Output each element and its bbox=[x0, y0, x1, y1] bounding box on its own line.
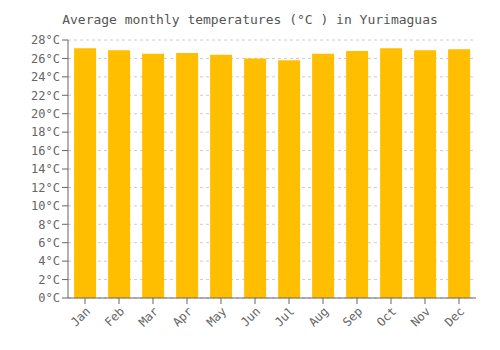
svg-text:Aug: Aug bbox=[306, 304, 331, 329]
svg-text:24°C: 24°C bbox=[31, 70, 60, 84]
svg-text:14°C: 14°C bbox=[31, 162, 60, 176]
svg-text:Apr: Apr bbox=[170, 304, 195, 329]
svg-text:18°C: 18°C bbox=[31, 125, 60, 139]
svg-text:Dec: Dec bbox=[442, 304, 467, 329]
svg-text:2°C: 2°C bbox=[38, 273, 60, 287]
svg-text:Feb: Feb bbox=[102, 304, 127, 329]
svg-text:Jun: Jun bbox=[238, 304, 263, 329]
svg-text:26°C: 26°C bbox=[31, 52, 60, 66]
svg-text:16°C: 16°C bbox=[31, 144, 60, 158]
svg-text:28°C: 28°C bbox=[31, 33, 60, 47]
svg-text:Jan: Jan bbox=[68, 304, 93, 329]
svg-text:20°C: 20°C bbox=[31, 107, 60, 121]
svg-text:8°C: 8°C bbox=[38, 218, 60, 232]
svg-text:6°C: 6°C bbox=[38, 236, 60, 250]
svg-text:12°C: 12°C bbox=[31, 181, 60, 195]
svg-text:Jul: Jul bbox=[272, 304, 297, 329]
svg-text:10°C: 10°C bbox=[31, 199, 60, 213]
svg-text:4°C: 4°C bbox=[38, 254, 60, 268]
html-text:Average monthly temperatures (: Average monthly temperatures (°C ) in Yu… bbox=[62, 12, 438, 27]
svg-text:Oct: Oct bbox=[374, 304, 399, 329]
svg-text:Nov: Nov bbox=[408, 304, 433, 329]
svg-text:22°C: 22°C bbox=[31, 89, 60, 103]
svg-text:0°C: 0°C bbox=[38, 291, 60, 305]
svg-text:Sep: Sep bbox=[340, 304, 365, 329]
svg-text:Mar: Mar bbox=[136, 304, 161, 329]
svg-text:May: May bbox=[204, 304, 229, 329]
